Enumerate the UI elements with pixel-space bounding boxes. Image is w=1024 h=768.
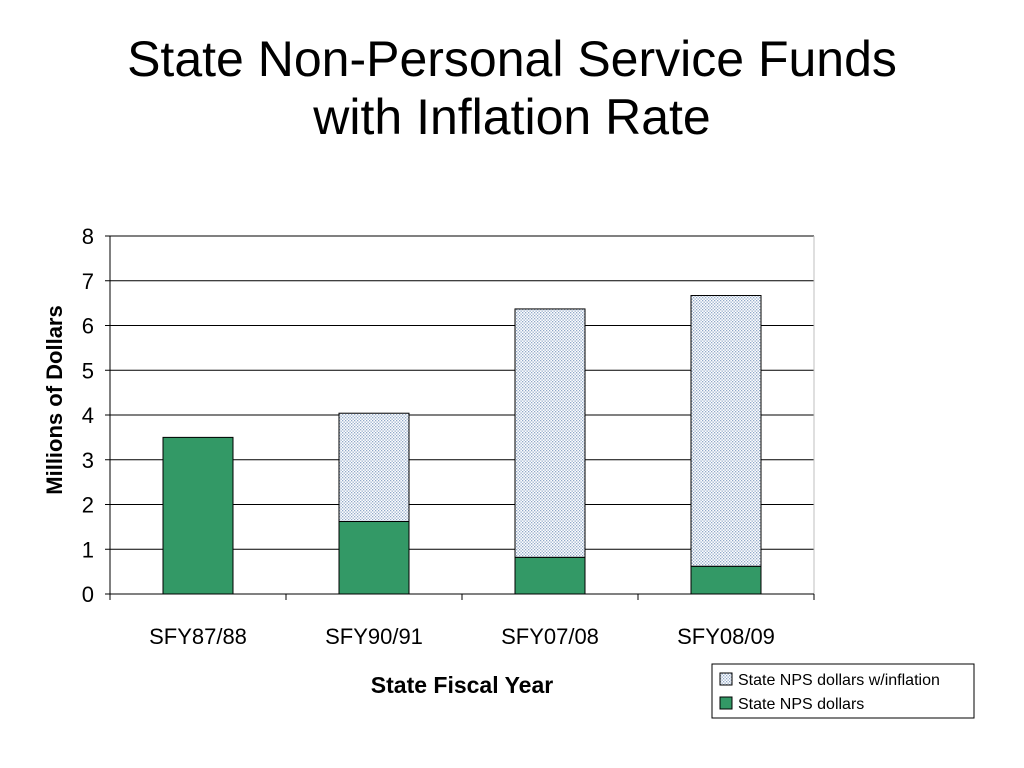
y-tick-label: 8 [82,224,94,249]
y-tick-label: 0 [82,582,94,607]
bars [162,295,762,595]
y-tick-label: 5 [82,358,94,383]
y-tick-label: 7 [82,269,94,294]
legend: State NPS dollars w/inflation State NPS d… [711,663,975,719]
x-tick-label: SFY08/09 [677,624,775,649]
x-tick-label: SFY07/08 [501,624,599,649]
bar-state-nps-dollars [162,436,234,595]
slide-title-line-2: with Inflation Rate [313,89,711,145]
bar-state-nps-dollars [514,556,586,595]
bar-state-nps-dollars [338,521,410,595]
y-tick-label: 2 [82,493,94,518]
x-axis-title: State Fiscal Year [371,672,553,698]
bar-state-nps-inflation [338,412,410,523]
slide-title: State Non-Personal Service Funds with In… [0,30,1024,146]
legend-label: State NPS dollars w/inflation [738,672,940,689]
legend-swatch-nps-dollars [719,696,733,710]
legend-swatch-inflation [719,672,733,686]
legend-box [711,663,975,719]
bar-state-nps-inflation [690,295,762,567]
y-tick-label: 4 [82,403,94,428]
y-axis-title: Millions of Dollars [42,305,67,494]
axis-labels: 0 1 2 3 4 5 6 7 8 SFY87/88 SFY90/91 SFY07/08 SFY08/0… [42,224,775,698]
x-tick-label: SFY87/88 [149,624,247,649]
y-tick-label: 1 [82,537,94,562]
slide-title-line-1: State Non-Personal Service Funds [127,31,897,87]
x-tick-label: SFY90/91 [325,624,423,649]
legend-label: State NPS dollars [738,696,864,713]
y-tick-label: 3 [82,448,94,473]
y-tick-label: 6 [82,314,94,339]
bar-state-nps-inflation [514,308,586,558]
bar-state-nps-dollars [690,565,762,595]
